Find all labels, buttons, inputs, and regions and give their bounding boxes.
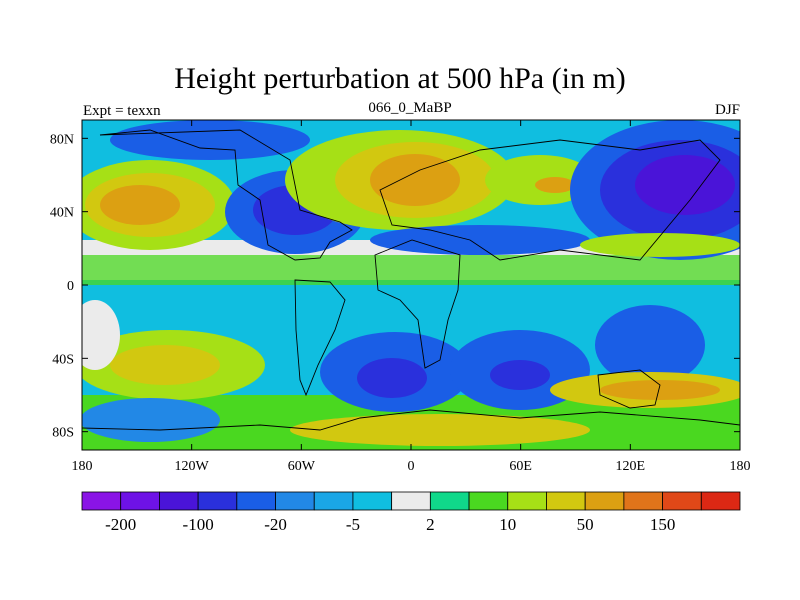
colorbar-label-6: 50 [577, 515, 594, 534]
antarctic-ridge [290, 414, 590, 446]
colorbar-swatch-13 [584, 491, 625, 511]
colorbar-swatch-2 [159, 491, 199, 511]
x-tick-label-0: 180 [72, 459, 93, 474]
pacific-subtropical-ridge [580, 233, 740, 257]
colorbar-swatch-11 [507, 491, 547, 511]
north-atlantic-high-core [100, 185, 180, 225]
height-field [82, 120, 740, 450]
siberia-ridge-core [535, 177, 575, 193]
antarctica-outline [82, 409, 740, 431]
y-tick-label-4: 80S [52, 426, 74, 441]
australia-outline [597, 369, 661, 409]
colorbar-label-1: -100 [183, 515, 214, 534]
colorbar-swatch-6 [313, 491, 354, 511]
x-tick-label-3: 0 [408, 459, 415, 474]
north-pacific-low-core [635, 155, 735, 215]
southern-low-2-core [490, 360, 550, 390]
y-tick-label-3: 40S [52, 352, 74, 367]
colorbar-swatch-14 [623, 491, 663, 511]
colorbar-label-4: 2 [426, 515, 435, 534]
colorbar-swatch-12 [546, 491, 586, 511]
x-tick-label-6: 180 [730, 459, 751, 474]
south-america-outline [294, 279, 346, 397]
southern-high-core [110, 345, 220, 385]
colorbar-swatch-15 [662, 491, 702, 511]
colorbar-swatch-3 [197, 491, 238, 511]
arctic-low [110, 120, 310, 160]
y-tick-label-2: 0 [67, 279, 74, 294]
colorbar-swatch-1 [120, 491, 160, 511]
colorbar-swatch-5 [275, 491, 315, 511]
africa-outline [374, 239, 461, 369]
chart-title: Height perturbation at 500 hPa (in m) [174, 62, 626, 95]
colorbar-label-0: -200 [105, 515, 136, 534]
colorbar-label-2: -20 [264, 515, 287, 534]
colorbar-swatch-10 [468, 491, 509, 511]
x-tick-label-5: 120E [616, 459, 646, 474]
southern-neutral-patch [82, 300, 120, 370]
eurasia-outline [379, 139, 721, 261]
tropical-band-fill [82, 255, 740, 285]
colorbar-swatch-0 [81, 491, 122, 511]
southern-low-3 [595, 305, 705, 385]
axis-ticks: 180 120W 60W 0 60E 120E 180 80N 40N 0 40S 80S [50, 120, 751, 474]
colorbar-swatch-4 [236, 491, 276, 511]
colorbar-label-3: -5 [346, 515, 360, 534]
colorbar-swatch-7 [352, 491, 393, 511]
colorbar-swatch-9 [429, 491, 470, 511]
colorbar-label-7: 150 [650, 515, 676, 534]
x-tick-label-4: 60E [509, 459, 532, 474]
colorbar-swatch-8 [391, 491, 431, 511]
southern-high-2-core [600, 380, 720, 400]
colorbar: -200 -100 -20 -5 2 10 50 150 [81, 491, 741, 534]
north-america-outline [99, 129, 353, 261]
subtropical-trough [370, 225, 590, 255]
colorbar-label-5: 10 [499, 515, 516, 534]
y-tick-label-0: 80N [50, 132, 74, 147]
x-tick-label-2: 60W [288, 459, 316, 474]
colorbar-swatch-16 [700, 491, 741, 511]
experiment-label: Expt = texxn [83, 103, 161, 119]
season-label: DJF [714, 102, 740, 118]
southern-low-1-core [357, 358, 427, 398]
x-tick-label-1: 120W [175, 459, 210, 474]
coastlines [82, 129, 740, 431]
period-label: 066_0_MaBP [368, 100, 452, 116]
eurasia-high-core [370, 154, 460, 206]
antarctic-low [82, 398, 220, 442]
y-tick-label-1: 40N [50, 206, 74, 221]
